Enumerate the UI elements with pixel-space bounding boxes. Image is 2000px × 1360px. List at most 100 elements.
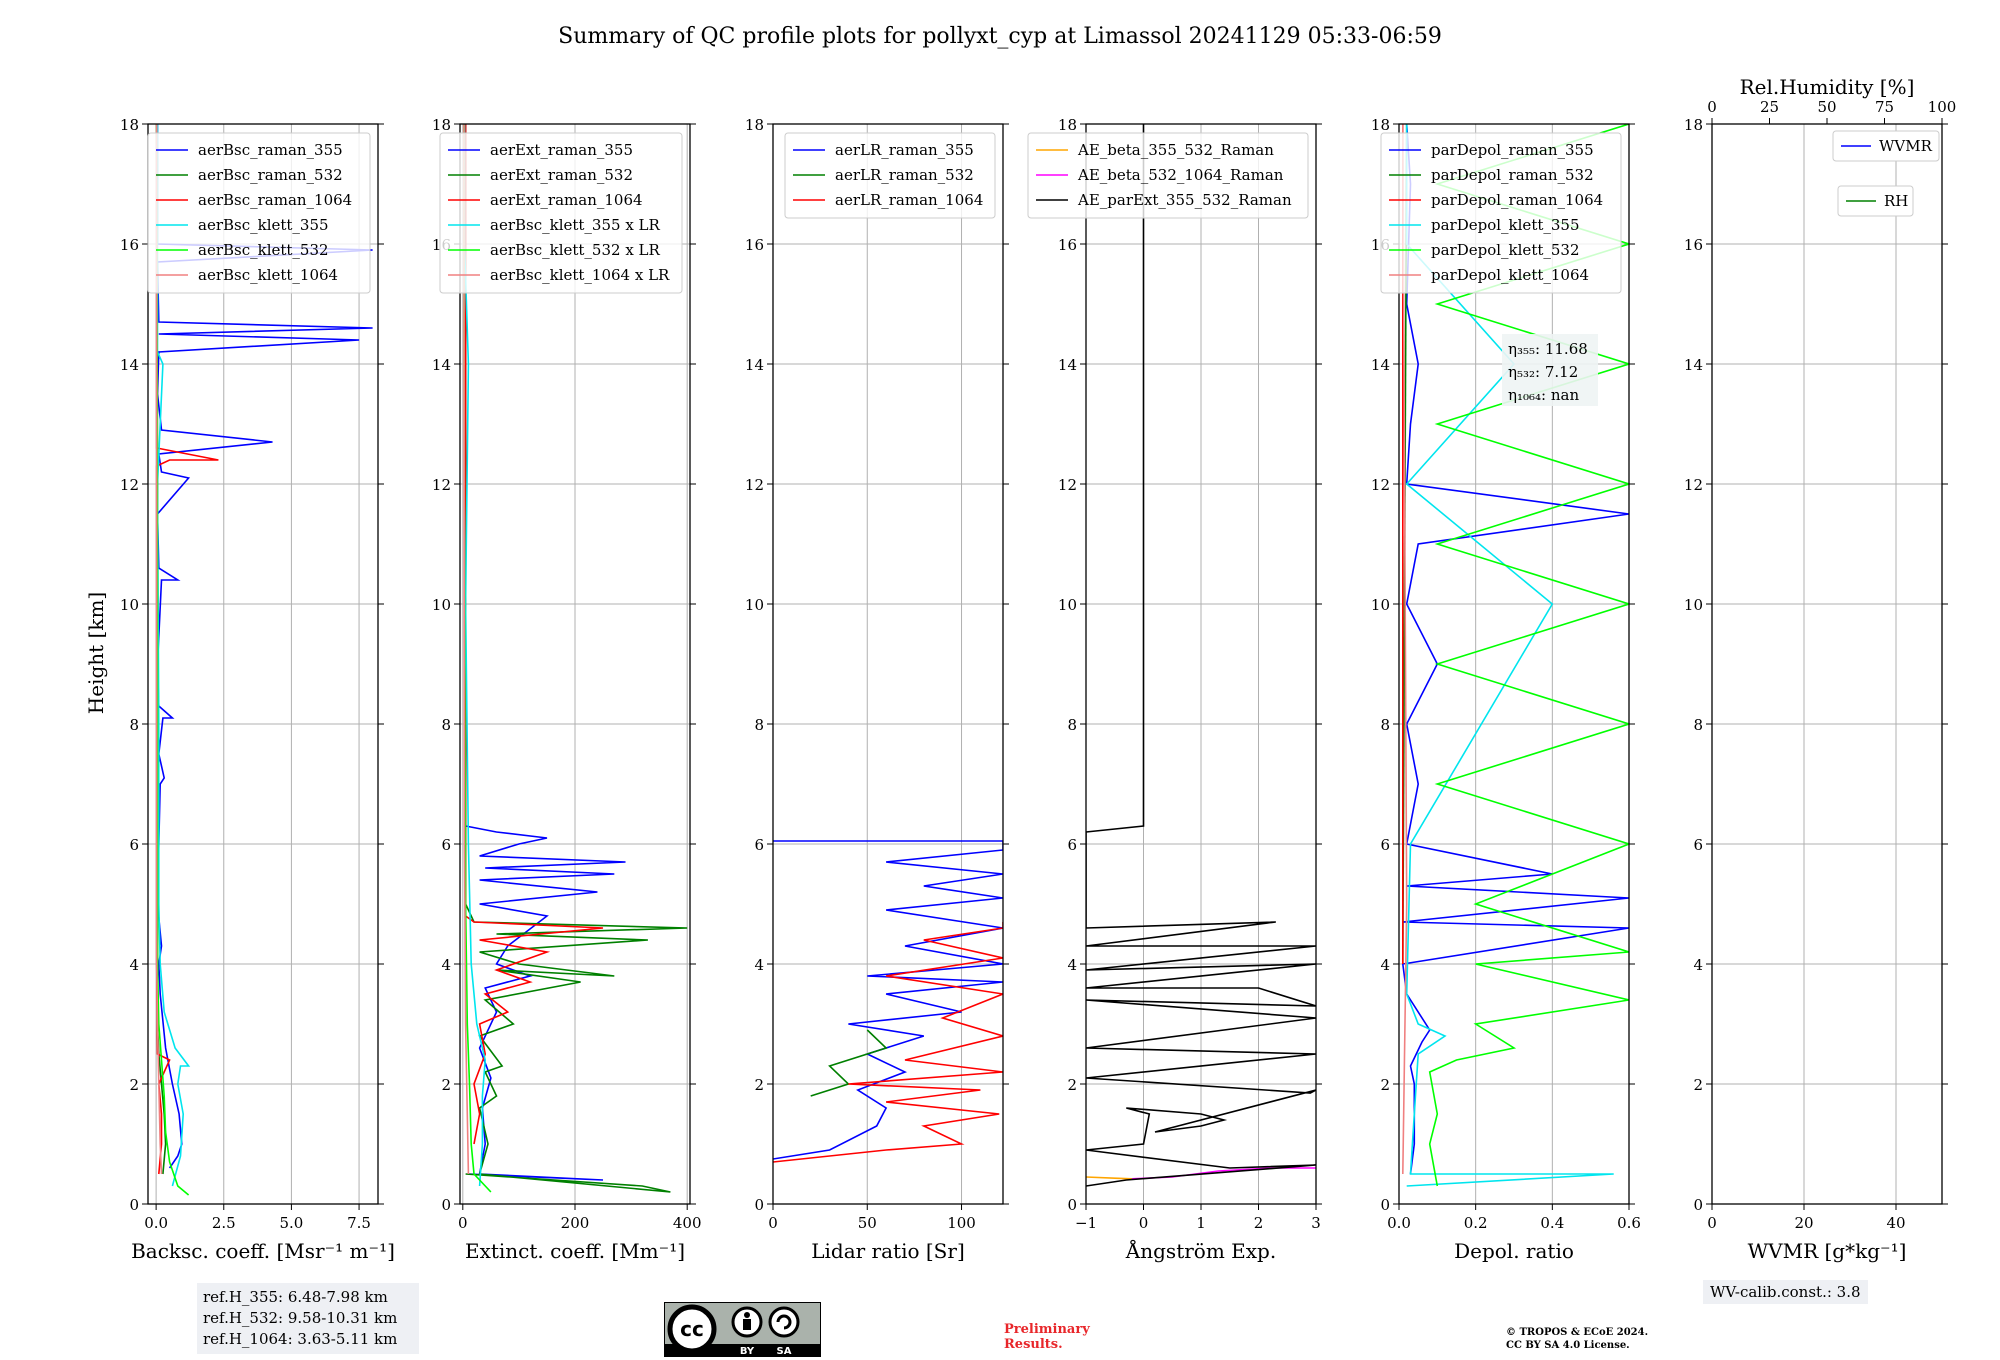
y-tick-label: 16 [1058,236,1077,254]
x-axis-label: Backsc. coeff. [Msr⁻¹ m⁻¹] [131,1239,395,1263]
y-tick-label: 4 [1380,956,1390,974]
y-tick-label: 10 [745,596,764,614]
annotation-text: η₃₅₅: 11.68 [1508,340,1588,358]
svg-text:cc: cc [680,1317,704,1341]
annotation-text: η₅₃₂: 7.12 [1508,363,1578,381]
y-tick-label: 8 [441,716,451,734]
top-x-tick-label: 0 [1707,98,1717,116]
y-tick-label: 14 [745,356,764,374]
y-tick-label: 18 [432,116,451,134]
series-line-aerBsc_klett_355 x LR [463,124,487,1187]
x-axis-label: Ångström Exp. [1125,1238,1276,1263]
legend-label: aerBsc_klett_355 [198,216,329,234]
y-tick-label: 6 [1380,836,1390,854]
x-tick-label: 0.2 [1464,1214,1488,1232]
legend-box [1380,132,1622,294]
series-line-parDepol_klett_1064 [1402,124,1408,1175]
legend-label: aerExt_raman_1064 [490,191,643,209]
ref-height-1064: ref.H_1064: 3.63-5.11 km [203,1330,398,1348]
series-line-aerLR_raman_355 [773,840,1003,1160]
top-x-tick-label: 25 [1760,98,1779,116]
y-tick-label: 0 [129,1196,139,1214]
y-tick-label: 18 [120,116,139,134]
y-tick-label: 0 [1693,1196,1703,1214]
x-tick-label: 0 [1139,1214,1149,1232]
y-tick-label: 8 [1693,716,1703,734]
legend-label: parDepol_raman_532 [1431,166,1594,184]
y-tick-label: 12 [1371,476,1390,494]
series-line-aerBsc_raman_355 [156,124,373,1169]
panel-3: 0 2 4 6 8 10 12 14 16 18 0 50 100 Lidar ratio [Sr] aer… [745,116,1009,1263]
legend-label: aerBsc_raman_1064 [198,191,352,209]
plot-frame [147,123,379,1205]
y-tick-label: 18 [1684,116,1703,134]
legend-label: parDepol_klett_532 [1431,241,1580,259]
x-tick-label: 0 [1707,1214,1717,1232]
legend-label: AE_beta_355_532_Raman [1077,141,1274,159]
y-tick-label: 10 [1684,596,1703,614]
y-tick-label: 6 [1067,836,1077,854]
y-tick-label: 12 [120,476,139,494]
series-line-AE_parExt_355_532_Raman [1086,124,1316,1187]
y-tick-label: 12 [1684,476,1703,494]
legend-label: aerLR_raman_355 [835,141,974,159]
y-tick-label: 18 [1371,116,1390,134]
legend-box [1832,130,1940,162]
legend-label: aerBsc_klett_532 x LR [490,241,661,259]
legend-box [439,132,683,294]
y-axis-label: Height [km] [84,592,108,714]
x-tick-label: 2 [1254,1214,1264,1232]
x-tick-label: 0.4 [1540,1214,1564,1232]
legend-label: RH [1884,192,1908,210]
top-x-tick-label: 100 [1928,98,1957,116]
x-tick-label: 0 [768,1214,778,1232]
y-tick-label: 4 [129,956,139,974]
y-tick-label: 14 [1684,356,1703,374]
x-tick-label: 3 [1311,1214,1321,1232]
y-tick-label: 4 [1693,956,1703,974]
preliminary-note: Preliminary Results. [1004,1322,1090,1352]
plot-frame [1398,123,1630,1205]
y-tick-label: 2 [1067,1076,1077,1094]
y-tick-label: 14 [432,356,451,374]
series-group [155,124,373,1196]
legend-label: parDepol_klett_355 [1431,216,1580,234]
y-tick-label: 18 [745,116,764,134]
panel-2: 0246810121416180200400Extinct. coeff. [M… [432,116,702,1263]
legend-label: aerLR_raman_532 [835,166,974,184]
copyright-note: © TROPOS & ECoE 2024. CC BY SA 4.0 Licen… [1506,1326,1648,1352]
series-group [1086,124,1316,1187]
legend-label: parDepol_raman_1064 [1431,191,1603,209]
y-tick-label: 16 [120,236,139,254]
legend-label: aerBsc_klett_532 [198,241,329,259]
copyright-line-2: CC BY SA 4.0 License. [1506,1340,1630,1351]
y-tick-label: 6 [441,836,451,854]
y-tick-label: 16 [745,236,764,254]
x-tick-label: 0.0 [144,1214,168,1232]
plot-frame [1711,123,1943,1205]
series-line-parDepol_klett_355 [1405,124,1614,1187]
annotation-text: η₁₀₆₄: nan [1508,386,1579,404]
y-tick-label: 14 [120,356,139,374]
plot-frame [772,123,1004,1205]
x-tick-label: 0 [458,1214,468,1232]
legend-label: aerExt_raman_355 [490,141,633,159]
legend-label: parDepol_klett_1064 [1431,266,1589,284]
series-line-aerBsc_klett_1064 [155,124,163,1175]
y-tick-label: 2 [1380,1076,1390,1094]
x-tick-label: 1 [1196,1214,1206,1232]
y-tick-label: 4 [1067,956,1077,974]
ref-height-532: ref.H_532: 9.58-10.31 km [203,1309,398,1327]
top-x-axis-label: Rel.Humidity [%] [1740,75,1915,99]
x-tick-label: 2.5 [212,1214,236,1232]
y-tick-label: 8 [1380,716,1390,734]
series-line-aerExt_raman_1064 [464,124,604,1145]
legend-label: parDepol_raman_355 [1431,141,1594,159]
series-group [463,124,688,1193]
legend-label: aerExt_raman_532 [490,166,633,184]
legend-box [147,132,371,294]
x-tick-label: −1 [1075,1214,1097,1232]
